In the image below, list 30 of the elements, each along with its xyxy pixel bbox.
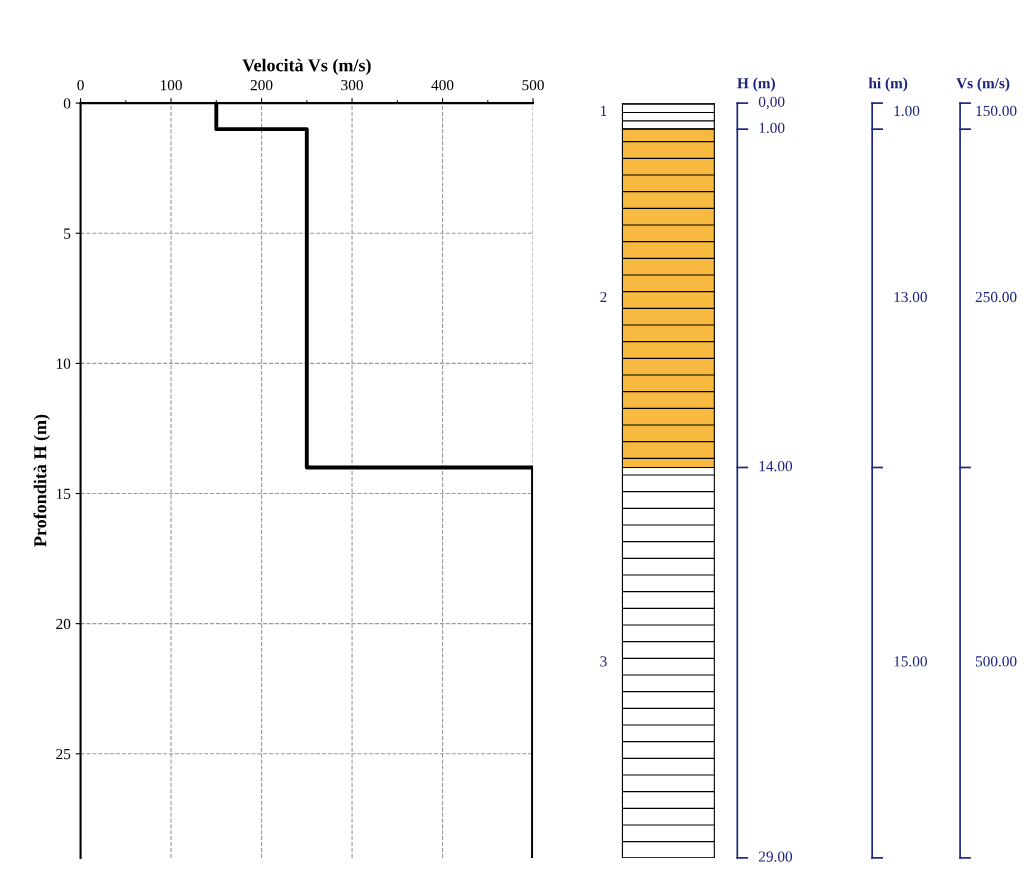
y-tick-label: 20 <box>56 618 71 630</box>
y-tick-label: 15 <box>56 488 71 499</box>
text: 250.00 <box>975 291 1017 303</box>
text: H (m) <box>737 77 775 92</box>
text: 3 <box>600 656 607 667</box>
text: 2 <box>600 291 607 302</box>
x-tick-label: 300 <box>341 79 363 91</box>
text: 0,00 <box>758 96 785 110</box>
text: 29.00 <box>758 851 793 862</box>
x-tick-label: 100 <box>160 79 182 91</box>
text: 1 <box>600 105 607 116</box>
y-tick-label: 10 <box>56 358 71 369</box>
text: Vs (m/s) <box>956 77 1010 92</box>
text: 150.00 <box>976 105 1017 117</box>
y-tick-label: 0 <box>63 98 71 109</box>
text: 1.00 <box>759 122 785 134</box>
text: 13.00 <box>894 291 927 303</box>
y-tick-label: 5 <box>64 228 71 239</box>
text: hi (m) <box>868 77 908 92</box>
text: 15.00 <box>894 656 927 667</box>
x-axis-title: Velocità Vs (m/s) <box>242 58 371 76</box>
text: 14.00 <box>759 461 793 472</box>
x-tick-label: 200 <box>250 79 273 91</box>
x-tick-label: 400 <box>431 79 454 91</box>
y-axis-title: Profondità H (m) <box>33 414 51 547</box>
x-tick-label: 500 <box>522 79 544 91</box>
y-tick-label: 25 <box>56 748 71 760</box>
text: 1.00 <box>894 105 920 117</box>
text: 500.00 <box>975 656 1017 667</box>
x-tick-label: 0 <box>77 79 84 91</box>
